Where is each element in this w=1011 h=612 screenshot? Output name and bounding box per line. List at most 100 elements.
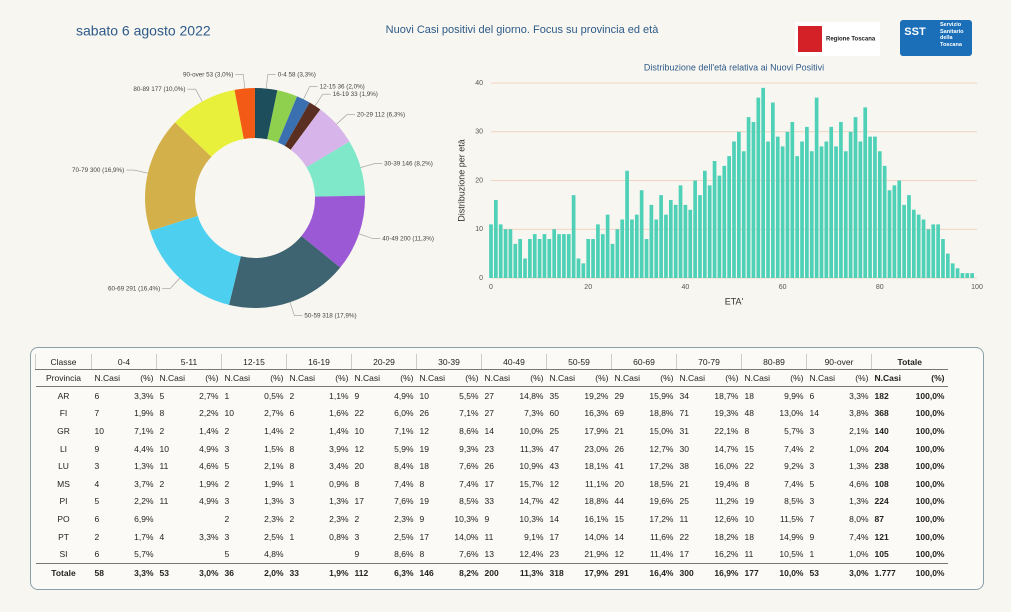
table-cell: 3,3% — [199, 531, 219, 542]
logo-sst-text: Servizio Sanitario della Toscana — [940, 22, 964, 48]
table-cell: 12,7% — [649, 443, 674, 454]
table-cell: 27 — [484, 390, 494, 401]
table-cell: 26 — [614, 443, 624, 454]
subheader-cell: (%) — [124, 369, 157, 387]
bar — [907, 195, 911, 278]
logo-regione-mark — [798, 26, 822, 52]
table-cell: 19,6% — [649, 496, 674, 507]
subheader-cell: (%) — [514, 369, 547, 387]
table-cell: 3,0% — [189, 562, 222, 582]
table-cell: 0,9% — [329, 478, 349, 489]
table-cell: 10 — [419, 390, 429, 401]
bar — [843, 151, 848, 278]
table-cell: LI — [59, 443, 68, 454]
table-cell: 18,8% — [584, 496, 609, 507]
table-cell: 10 — [224, 408, 234, 419]
leader-line — [336, 114, 355, 125]
table-cell: 3,3% — [849, 390, 869, 401]
bar — [620, 219, 625, 278]
table-cell: 5 — [94, 496, 100, 507]
bar — [970, 273, 974, 278]
table-cell: 1,3% — [849, 461, 869, 472]
table-cell: 100,0% — [915, 425, 945, 436]
subheader-cell: (%) — [909, 369, 948, 387]
table-cell: 2,2% — [134, 496, 154, 507]
table-cell: 13,0% — [779, 408, 804, 419]
header-cell: 50-59 — [546, 354, 612, 370]
data-row: MS 4 3,7% 2 1,9% 2 1,9% 1 0,9% 8 7,4% 8 7,4% 17 15,7% 1… — [36, 475, 948, 493]
table-cell: 3 — [354, 531, 360, 542]
table-cell: 15,9% — [649, 390, 674, 401]
table-cell: 3,9% — [329, 443, 349, 454]
donut-slice — [228, 235, 341, 308]
table-cell: 7,6% — [394, 496, 414, 507]
table-cell: 20 — [614, 478, 624, 489]
table-cell: PI — [59, 496, 68, 507]
table-cell: 100,0% — [915, 408, 945, 419]
table-cell: 2,5% — [394, 531, 414, 542]
table-cell: 19,2% — [584, 390, 609, 401]
label-value: 112 (6,3%) — [375, 111, 405, 118]
label-value: 53 (3,0%) — [206, 71, 233, 78]
subheader-cell: (%) — [709, 369, 742, 387]
donut-slice — [277, 96, 310, 146]
table-cell: 22,1% — [714, 425, 739, 436]
bar — [571, 195, 576, 278]
data-row: LI 9 4,4% 10 4,9% 3 1,5% 8 3,9% 12 5,9% 19 9,3% 23 11,… — [36, 440, 948, 458]
leader-line — [187, 88, 203, 102]
bar — [664, 214, 668, 278]
table-cell: 2 — [224, 478, 230, 489]
subheader-cell: N.Casi — [221, 369, 255, 387]
table-cell: SI — [59, 549, 68, 560]
dashboard-top: sabato 6 agosto 2022 Nuovi Casi positivi… — [72, 20, 983, 319]
table-cell: 1 — [289, 531, 295, 542]
bar — [707, 185, 712, 278]
table-cell: 21,9% — [584, 549, 609, 560]
subheader-cell: (%) — [254, 369, 287, 387]
bar — [654, 219, 659, 278]
table-cell: 16,3% — [584, 408, 609, 419]
header-cell: Classe — [35, 354, 92, 370]
table-cell: 2 — [289, 513, 295, 524]
data-row: SI 6 5,7% 5 4,8% 9 8,6% 8 7,6% 13 12,4% 23 21,9% 12 11… — [36, 545, 948, 563]
table-cell: 5 — [224, 461, 230, 472]
subheader-cell: (%) — [449, 369, 482, 387]
label-value: 177 (10,0%) — [151, 86, 185, 93]
data-row: PI 5 2,2% 11 4,9% 3 1,3% 3 1,3% 17 7,6% 19 8,5% 33 14,… — [36, 493, 948, 511]
subheader-cell: N.Casi — [156, 369, 190, 387]
label-category: 80-89 — [133, 86, 150, 93]
table-cell: 1,4% — [329, 425, 349, 436]
bar — [489, 224, 493, 278]
table-cell: 2,3% — [329, 513, 349, 524]
header-cell: 20-29 — [351, 354, 417, 370]
table-cell: 100,0% — [915, 513, 945, 524]
table-cell: 11 — [679, 513, 689, 524]
subheader-cell: Provincia — [35, 369, 92, 387]
bar — [586, 239, 591, 278]
table-cell: 5,7% — [784, 425, 804, 436]
table-cell: 3 — [94, 461, 100, 472]
table-cell: 21 — [614, 425, 624, 436]
table-cell: 8 — [289, 443, 295, 454]
table-cell: 3,0% — [839, 562, 872, 582]
subheader-cell: N.Casi — [481, 369, 515, 387]
bar — [916, 214, 921, 278]
table-cell: 2 — [354, 513, 360, 524]
y-tick-label: 30 — [475, 129, 483, 136]
label-value: 58 (3,3%) — [289, 71, 316, 78]
table-cell: 29 — [614, 390, 624, 401]
table-cell: 5,7% — [134, 549, 154, 560]
table-cell: 5,5% — [459, 390, 479, 401]
table-cell: 1,0% — [849, 549, 869, 560]
bar — [931, 224, 936, 278]
table-cell: 14,0% — [584, 531, 609, 542]
table-cell: 10 — [354, 425, 364, 436]
table-cell: 12,6% — [714, 513, 739, 524]
subheader-cell: N.Casi — [611, 369, 645, 387]
bar — [892, 185, 897, 278]
bar — [673, 204, 678, 278]
table-cell: 10,3% — [519, 513, 544, 524]
bar — [790, 122, 795, 278]
table-cell: 5 — [159, 390, 165, 401]
